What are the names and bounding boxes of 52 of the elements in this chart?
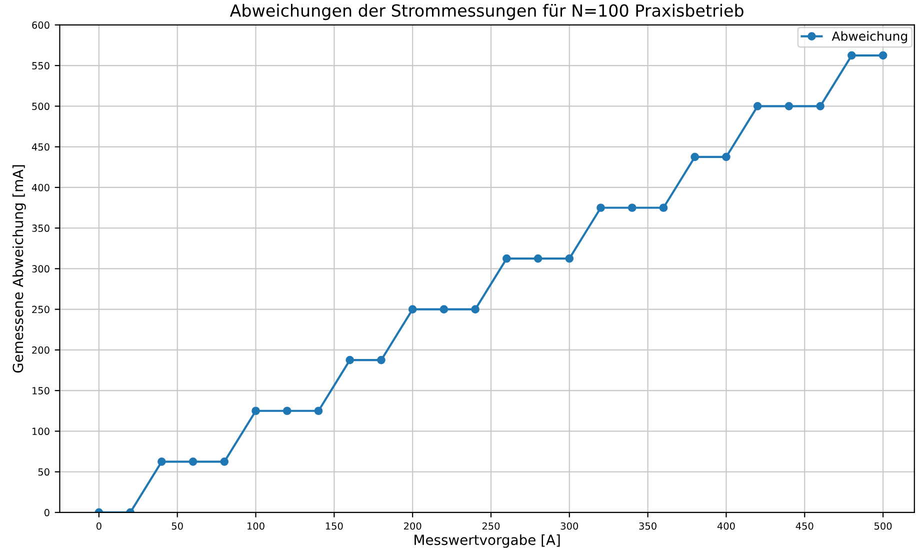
y-tick-label: 550 <box>32 62 50 70</box>
point <box>158 458 166 466</box>
y-tick-label: 200 <box>32 346 50 354</box>
point <box>722 152 730 162</box>
point <box>848 51 856 60</box>
point <box>628 204 636 212</box>
point <box>659 204 668 212</box>
y-tick-label: 250 <box>32 306 50 314</box>
y-tick-label: 300 <box>32 265 50 273</box>
x-tick-label: 100 <box>248 522 264 530</box>
y-tick-label: 0 <box>44 508 50 516</box>
x-tick-label: 450 <box>796 522 814 530</box>
point <box>471 305 480 314</box>
point <box>565 254 574 263</box>
point <box>690 152 700 162</box>
x-tick-label: 400 <box>717 522 735 530</box>
point <box>314 406 323 416</box>
point <box>534 254 542 263</box>
x-tick-label: 300 <box>560 522 578 530</box>
x-tick-label: 350 <box>639 522 656 530</box>
point <box>784 102 794 110</box>
y-tick-label: 600 <box>32 21 50 29</box>
x-tick-label: 200 <box>404 522 422 530</box>
y-tick-label: 350 <box>32 224 50 232</box>
point <box>252 406 260 416</box>
point <box>878 51 888 60</box>
point <box>816 102 824 110</box>
x-tick-label: 0 <box>96 522 102 530</box>
point <box>596 204 605 212</box>
x-tick-label: 150 <box>326 522 343 530</box>
point <box>282 406 292 416</box>
y-tick-label: 50 <box>38 468 50 476</box>
point <box>377 356 386 364</box>
y-tick-label: 500 <box>32 102 50 110</box>
chart-title: Abweichungen der Strommessungen für N=100 Praxisbetrieb <box>230 4 744 20</box>
point <box>346 356 354 364</box>
y-tick-label: 150 <box>32 387 50 394</box>
point <box>502 254 511 263</box>
point <box>220 458 229 466</box>
point <box>440 305 448 314</box>
point <box>753 102 762 110</box>
x-tick-label: 250 <box>482 522 500 530</box>
x-tick-label: 500 <box>874 522 892 530</box>
y-axis-title: Gemessene Abweichung [mA] <box>12 165 26 373</box>
y-tick-label: 400 <box>32 184 50 192</box>
y-tick-label: 450 <box>32 143 50 151</box>
x-tick-label: 50 <box>172 522 183 530</box>
x-axis-title: Messwertvorgabe [A] <box>414 534 560 548</box>
y-tick-label: 100 <box>32 428 50 436</box>
legend-label: Abweichung <box>832 31 908 44</box>
point <box>408 305 417 314</box>
point <box>188 458 198 466</box>
